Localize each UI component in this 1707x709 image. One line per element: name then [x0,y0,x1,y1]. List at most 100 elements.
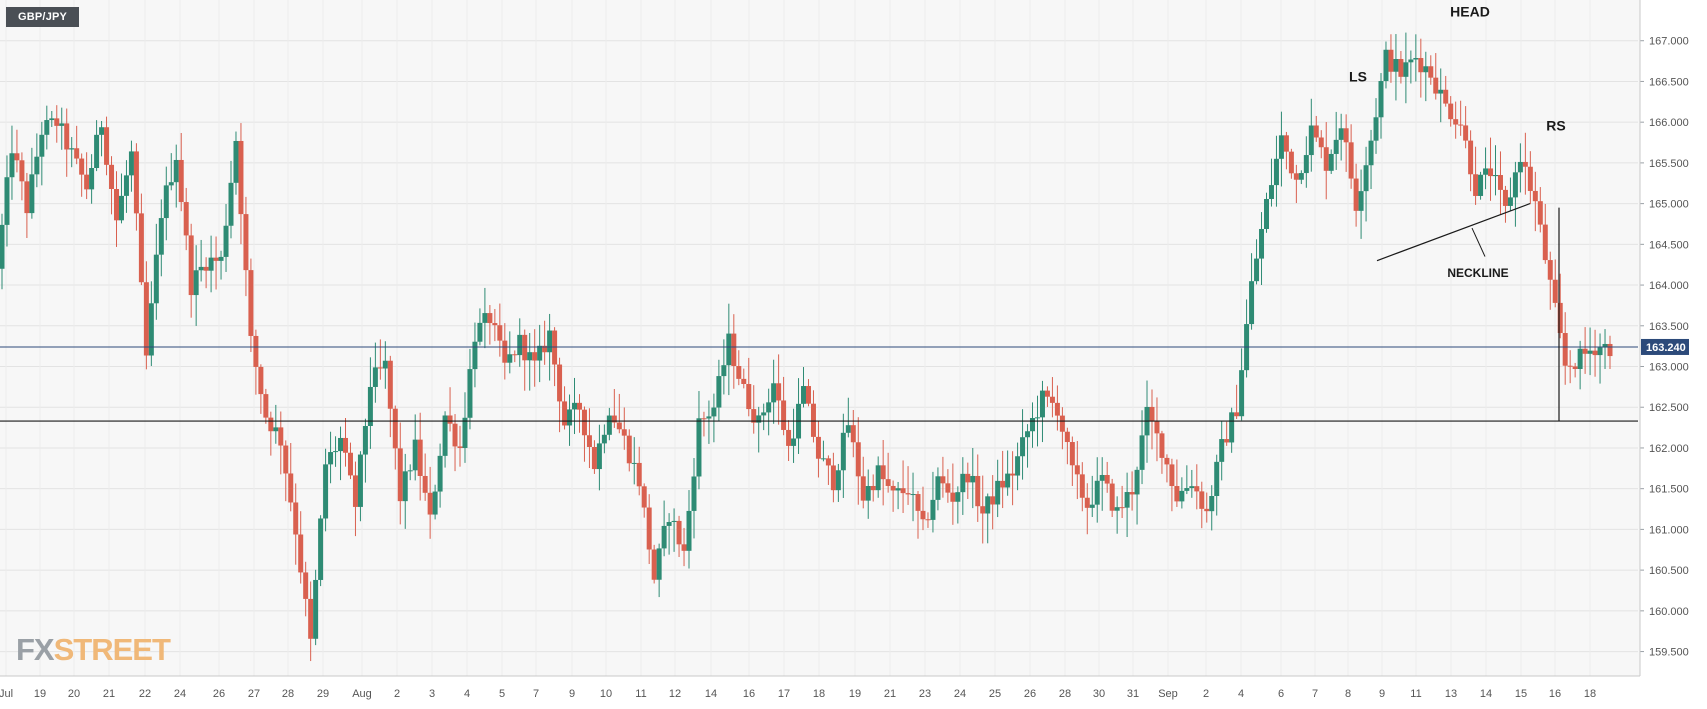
candle-body [437,455,443,492]
candle-body [1522,161,1528,167]
candle-body [736,366,742,379]
candle-body [173,159,179,183]
candle-body [1313,125,1319,138]
candle-body [1084,497,1090,508]
candle-body [1254,258,1260,282]
candle-body [283,445,289,474]
candle-body [870,486,876,491]
x-tick-label: Jul [0,688,13,700]
candle-body [1209,496,1215,512]
candle-body [542,345,548,353]
candle-body [631,462,637,464]
candle-body [711,407,717,417]
x-tick-label: 16 [1549,688,1561,700]
candle-body [686,510,692,551]
y-tick-label: 161.000 [1649,524,1689,536]
candle-body [1403,62,1409,77]
candle-body [1224,439,1230,443]
candle-body [1219,439,1225,462]
candle-body [512,354,518,356]
candle-body [1020,437,1026,457]
candle-body [776,383,782,401]
candle-body [417,439,423,476]
candle-body [1383,49,1389,82]
annotation-neckline: NECKLINE [1447,266,1508,280]
candle-body [835,470,841,491]
candle-body [552,330,558,365]
candle-body [1204,508,1210,512]
candle-body [492,323,498,326]
candle-body [895,488,901,491]
candle-body [1293,173,1299,180]
candle-body [1562,333,1568,366]
candle-body [621,429,627,436]
candle-body [1000,480,1006,488]
candle-body [1109,483,1115,511]
candle-body [1159,433,1165,458]
x-tick-label: 15 [1515,688,1527,700]
candle-body [133,151,139,214]
candle-body [94,134,100,169]
current-price-label: 163.240 [1646,342,1686,354]
candle-body [1288,151,1294,174]
y-tick-label: 163.500 [1649,321,1689,333]
x-tick-label: 17 [778,688,790,700]
candle-body [1418,58,1424,73]
candle-body [1587,350,1593,354]
candle-body [1263,198,1269,229]
candle-body [915,494,921,511]
candle-body [1572,366,1578,369]
x-tick-label: 4 [464,688,470,700]
candle-body [148,303,154,356]
candle-body [1074,465,1080,475]
candle-body [965,473,971,483]
candle-body [547,330,553,353]
candle-body [1413,58,1419,60]
candle-body [1333,139,1339,154]
candle-body [820,458,826,460]
candle-body [1298,173,1304,180]
x-tick-label: 25 [989,688,1001,700]
x-tick-label: 14 [705,688,717,700]
x-tick-label: 21 [103,688,115,700]
candle-body [701,418,707,420]
candle-body [860,476,866,501]
candle-body [1468,140,1474,175]
candle-body [323,464,329,519]
candle-body [303,572,309,599]
candle-body [696,418,702,477]
x-tick-label: 22 [139,688,151,700]
candle-body [1473,174,1479,196]
candle-body [1348,142,1354,179]
candle-body [1597,347,1603,356]
y-tick-label: 160.500 [1649,565,1689,577]
candle-body [1458,124,1464,126]
candle-body [1552,279,1558,303]
candle-body [89,168,95,190]
candle-body [0,224,5,269]
candle-body [1423,66,1429,73]
candle-body [298,534,304,573]
candle-body [885,479,891,486]
candle-body [1079,474,1085,498]
x-tick-label: 29 [317,688,329,700]
candle-body [84,174,90,190]
candle-body [123,175,129,196]
candle-body [900,488,906,494]
x-tick-label: 11 [1410,688,1421,700]
x-tick-label: 18 [1584,688,1596,700]
candle-body [1532,190,1538,202]
candle-body [1044,390,1050,397]
candle-body [1318,137,1324,148]
candle-body [1104,474,1110,484]
candle-body [1507,197,1513,206]
candle-body [223,225,229,257]
candle-body [517,334,523,356]
candle-body [721,365,727,377]
candle-body [213,257,219,261]
candle-body [1154,421,1160,434]
candle-body [1443,89,1449,104]
candle-body [1089,504,1095,508]
candle-body [138,213,144,283]
